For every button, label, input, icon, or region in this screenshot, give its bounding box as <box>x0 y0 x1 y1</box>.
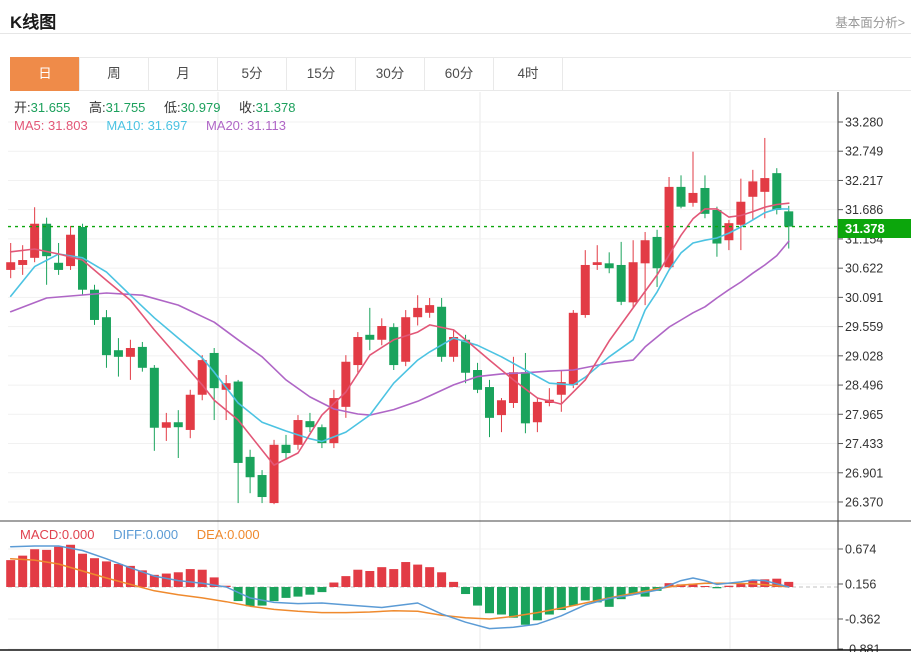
svg-text:26.901: 26.901 <box>845 466 883 480</box>
interval-tabbar: 日 周 月 5分 15分 30分 60分 4时 <box>10 57 911 91</box>
macd-value: 0.000 <box>61 527 95 542</box>
low-label: 低: <box>164 100 181 115</box>
svg-text:29.028: 29.028 <box>845 349 883 363</box>
svg-text:29.559: 29.559 <box>845 320 883 334</box>
ma10-value: 31.697 <box>147 118 188 133</box>
tab-5min[interactable]: 5分 <box>217 57 287 91</box>
tab-60min[interactable]: 60分 <box>424 57 494 91</box>
svg-text:0.156: 0.156 <box>845 578 876 592</box>
svg-text:0.674: 0.674 <box>845 543 876 557</box>
diff-value: 0.000 <box>145 527 179 542</box>
close-value: 31.378 <box>255 100 296 115</box>
svg-text:27.965: 27.965 <box>845 408 883 422</box>
tab-30min[interactable]: 30分 <box>355 57 425 91</box>
last-price-tag: 31.378 <box>838 219 911 238</box>
ma10-label: MA10: <box>106 118 144 133</box>
open-value: 31.655 <box>30 100 71 115</box>
kline-chart-canvas[interactable]: 33.28032.74932.21731.68631.15430.62230.0… <box>0 90 911 652</box>
svg-text:27.433: 27.433 <box>845 437 883 451</box>
svg-text:-0.881: -0.881 <box>845 643 880 652</box>
close-label: 收: <box>239 100 256 115</box>
ma20-value: 31.113 <box>247 118 286 133</box>
svg-text:32.749: 32.749 <box>845 145 883 159</box>
tab-day[interactable]: 日 <box>10 57 80 91</box>
tabbar-filler <box>562 57 911 91</box>
page-title: K线图 <box>10 13 57 32</box>
high-value: 31.755 <box>105 100 146 115</box>
ma5-label: MA5: <box>14 118 45 133</box>
macd-legend: MACD:0.000 DIFF:0.000 DEA:0.000 <box>20 527 275 542</box>
tab-4hour[interactable]: 4时 <box>493 57 563 91</box>
open-label: 开: <box>14 100 31 115</box>
low-value: 30.979 <box>180 100 221 115</box>
svg-text:-0.362: -0.362 <box>845 613 880 627</box>
svg-text:32.217: 32.217 <box>845 174 883 188</box>
diff-label: DIFF: <box>113 527 146 542</box>
tab-15min[interactable]: 15分 <box>286 57 356 91</box>
ohlc-legend: 开:31.655 高:31.755 低:30.979 收:31.378 <box>14 97 310 116</box>
high-label: 高: <box>89 100 106 115</box>
ma5-value: 31.803 <box>47 118 88 133</box>
tab-week[interactable]: 周 <box>79 57 149 91</box>
svg-text:26.370: 26.370 <box>845 495 883 509</box>
ma-legend: MA5: 31.803 MA10: 31.697 MA20: 31.113 <box>14 118 301 133</box>
dea-value: 0.000 <box>227 527 260 542</box>
svg-text:31.686: 31.686 <box>845 203 883 217</box>
svg-text:30.622: 30.622 <box>845 262 883 276</box>
fundamental-analysis-link[interactable]: 基本面分析> <box>835 16 905 30</box>
dea-label: DEA: <box>196 527 228 542</box>
svg-text:28.496: 28.496 <box>845 379 883 393</box>
macd-label: MACD: <box>20 527 62 542</box>
tab-month[interactable]: 月 <box>148 57 218 91</box>
ma20-label: MA20: <box>205 118 244 133</box>
header-divider <box>0 33 911 34</box>
svg-text:33.280: 33.280 <box>845 116 883 130</box>
svg-text:30.091: 30.091 <box>845 291 883 305</box>
